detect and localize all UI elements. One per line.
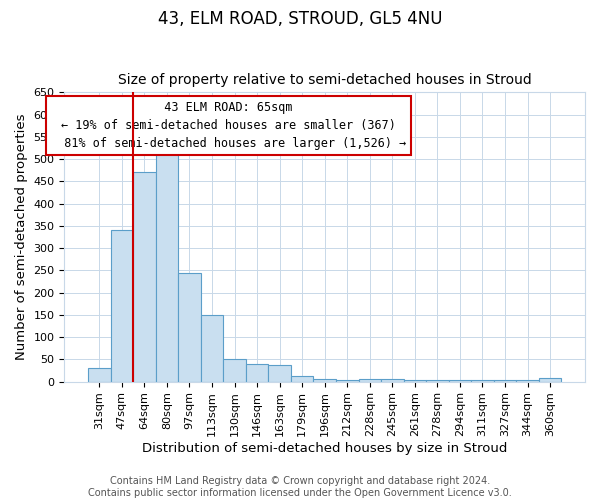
Bar [426, 380, 449, 382]
Text: 43, ELM ROAD, STROUD, GL5 4NU: 43, ELM ROAD, STROUD, GL5 4NU [158, 10, 442, 28]
Bar [313, 380, 336, 382]
Bar [223, 360, 246, 382]
Bar [494, 380, 516, 382]
Bar [449, 380, 471, 382]
Bar [381, 380, 404, 382]
Bar [155, 144, 178, 382]
Bar [178, 272, 201, 382]
X-axis label: Distribution of semi-detached houses by size in Stroud: Distribution of semi-detached houses by … [142, 442, 508, 455]
Y-axis label: Number of semi-detached properties: Number of semi-detached properties [15, 114, 28, 360]
Title: Size of property relative to semi-detached houses in Stroud: Size of property relative to semi-detach… [118, 73, 532, 87]
Bar [336, 380, 359, 382]
Bar [110, 230, 133, 382]
Bar [133, 172, 155, 382]
Bar [539, 378, 562, 382]
Bar [404, 380, 426, 382]
Bar [516, 380, 539, 382]
Text: Contains HM Land Registry data © Crown copyright and database right 2024.
Contai: Contains HM Land Registry data © Crown c… [88, 476, 512, 498]
Bar [291, 376, 313, 382]
Bar [246, 364, 268, 382]
Bar [201, 315, 223, 382]
Bar [268, 365, 291, 382]
Bar [88, 368, 110, 382]
Bar [359, 380, 381, 382]
Text: 43 ELM ROAD: 65sqm  
← 19% of semi-detached houses are smaller (367)
  81% of se: 43 ELM ROAD: 65sqm ← 19% of semi-detache… [50, 101, 407, 150]
Bar [471, 380, 494, 382]
